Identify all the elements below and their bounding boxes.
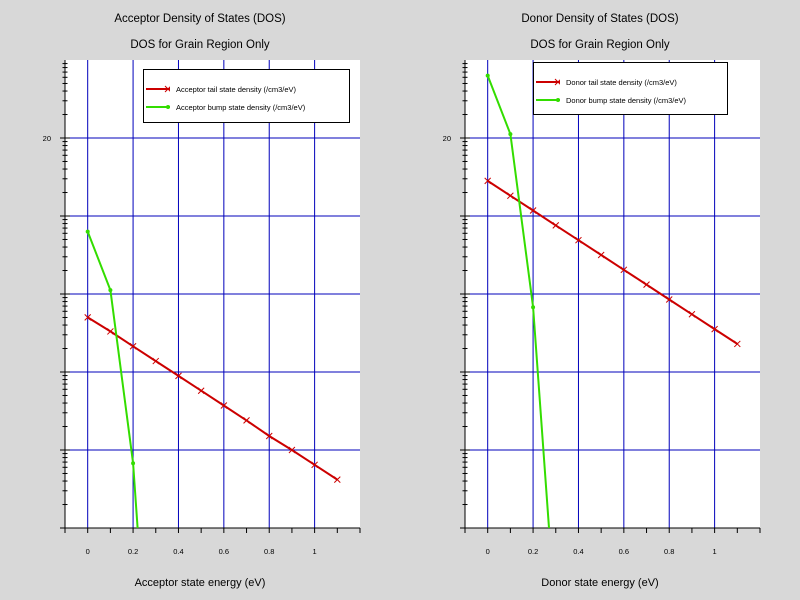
- data-point: [175, 372, 182, 380]
- x-tick-label: 0: [86, 547, 90, 556]
- chart-subtitle: DOS for Grain Region Only: [530, 39, 670, 51]
- x-tick-label: 0.8: [664, 547, 674, 556]
- chart-legend: Donor tail state density (/cm3/eV) Donor…: [533, 62, 728, 115]
- x-axis-label: Donor state energy (eV): [541, 577, 659, 589]
- data-point: [508, 132, 513, 137]
- data-point: [643, 281, 650, 288]
- acceptor-chart-panel: Acceptor Density of States (DOS) DOS for…: [43, 13, 361, 589]
- legend-swatch-bump: [146, 102, 170, 112]
- x-tick-label: 0.2: [128, 547, 138, 556]
- x-axis-label: Acceptor state energy (eV): [134, 577, 266, 589]
- legend-label: Donor tail state density (/cm3/eV): [566, 77, 677, 87]
- data-point: [552, 222, 560, 229]
- data-point: [152, 357, 160, 365]
- chart-title: Acceptor Density of States (DOS): [114, 13, 286, 25]
- acceptor-plot-area: 0 0.2 0.4 0.6 0.8 1 20: [43, 60, 361, 556]
- donor-plot-area: 0 0.2 0.4 0.6 0.8 1 20: [443, 60, 761, 556]
- data-point: [107, 328, 114, 335]
- legend-label: Acceptor tail state density (/cm3/eV): [176, 84, 297, 94]
- data-point: [311, 461, 318, 469]
- data-point: [333, 476, 341, 483]
- y-tick-label: 20: [43, 134, 51, 143]
- data-point: [620, 266, 628, 274]
- donor-chart-panel: Donor Density of States (DOS) DOS for Gr…: [400, 0, 800, 600]
- data-point: [108, 288, 113, 293]
- data-point: [85, 229, 90, 234]
- x-tick-label: 0.8: [264, 547, 274, 556]
- legend-item: Acceptor tail state density (/cm3/eV): [146, 84, 296, 94]
- legend-item: Donor bump state density (/cm3/eV): [536, 95, 686, 105]
- data-point: [711, 325, 718, 333]
- chart-title: Donor Density of States (DOS): [521, 13, 679, 25]
- series-line: [487, 180, 738, 345]
- data-point: [485, 73, 490, 78]
- legend-label: Donor bump state density (/cm3/eV): [566, 95, 687, 105]
- series-line: [486, 75, 550, 528]
- y-tick-label: 20: [443, 134, 451, 143]
- chart-legend: Acceptor tail state density (/cm3/eV) Ac…: [143, 69, 350, 123]
- data-point: [531, 305, 536, 310]
- data-point: [243, 417, 250, 424]
- series-line: [86, 231, 139, 528]
- data-point: [575, 236, 582, 244]
- legend-item: Acceptor bump state density (/cm3/eV): [146, 102, 305, 112]
- data-point: [733, 340, 741, 348]
- data-point: [688, 310, 696, 318]
- x-tick-label: 0.6: [619, 547, 629, 556]
- data-point: [597, 251, 605, 259]
- legend-swatch-tail: [536, 77, 560, 87]
- x-tick-label: 1: [313, 547, 317, 556]
- x-tick-label: 1: [713, 547, 717, 556]
- data-point: [129, 342, 137, 350]
- x-tick-label: 0.2: [528, 547, 538, 556]
- data-point: [84, 314, 92, 321]
- x-tick-label: 0.6: [219, 547, 229, 556]
- x-tick-label: 0.4: [573, 547, 583, 556]
- legend-item: Donor tail state density (/cm3/eV): [536, 77, 677, 87]
- data-point: [484, 177, 492, 185]
- chart-subtitle: DOS for Grain Region Only: [130, 39, 270, 51]
- legend-label: Acceptor bump state density (/cm3/eV): [176, 102, 306, 112]
- data-point: [131, 461, 136, 466]
- data-point: [197, 387, 205, 395]
- data-point: [288, 446, 296, 454]
- data-point: [507, 192, 514, 200]
- data-point: [529, 207, 537, 214]
- data-point: [665, 296, 673, 303]
- legend-swatch-bump: [536, 95, 560, 105]
- data-point: [265, 432, 273, 440]
- series-line: [87, 316, 338, 481]
- data-point: [220, 402, 228, 409]
- legend-swatch-tail: [146, 84, 170, 94]
- x-tick-label: 0.4: [173, 547, 183, 556]
- x-tick-label: 0: [486, 547, 490, 556]
